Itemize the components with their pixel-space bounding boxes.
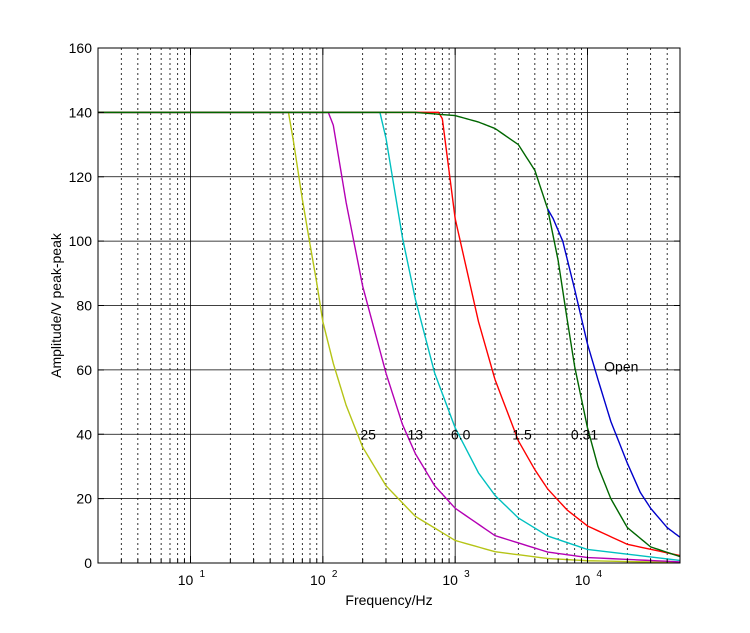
series-line-0-31 (98, 111, 681, 558)
x-axis-label: Frequency/Hz (345, 592, 432, 608)
axis-tick-labels: 0 20 40 60 80 100 120 140 160 10 1 10 2 10 3 10 4 (69, 40, 603, 588)
series-line-open (547, 208, 681, 538)
series-annotation: 13 (408, 426, 424, 442)
x-tick-label-exponent: 1 (200, 569, 206, 580)
y-tick-label: 120 (69, 169, 93, 185)
y-tick-label: 60 (76, 362, 92, 378)
series-line-13 (98, 111, 681, 563)
series-annotations: 25 13 6.0 1.5 0.31 Open (360, 359, 638, 443)
series-line-1-5 (98, 111, 681, 557)
x-tick-label-exponent: 4 (597, 569, 603, 580)
series-line-6-0 (98, 111, 681, 562)
series-annotation: 0.31 (571, 426, 598, 442)
y-tick-label: 80 (76, 298, 92, 314)
y-axis-label: Amplitude/V peak-peak (48, 232, 64, 378)
y-tick-label: 100 (69, 233, 93, 249)
x-tick-label-exponent: 3 (464, 569, 470, 580)
minor-grid (120, 48, 668, 563)
x-tick-label: 10 (178, 572, 194, 588)
series-annotation: 6.0 (451, 426, 471, 442)
x-tick-label: 10 (310, 572, 326, 588)
y-tick-label: 140 (69, 104, 93, 120)
series-lines (98, 111, 681, 564)
y-tick-label: 20 (76, 491, 92, 507)
series-annotation: 1.5 (512, 426, 532, 442)
x-tick-label: 10 (575, 572, 591, 588)
x-tick-label-exponent: 2 (332, 569, 338, 580)
y-tick-label: 40 (76, 426, 92, 442)
y-tick-label: 0 (84, 555, 92, 571)
series-line-25 (98, 111, 681, 564)
series-annotation: 25 (360, 426, 376, 442)
axis-ticks (98, 47, 680, 564)
series-annotation: Open (604, 359, 638, 375)
x-tick-label: 10 (442, 572, 458, 588)
y-tick-label: 160 (69, 40, 93, 56)
